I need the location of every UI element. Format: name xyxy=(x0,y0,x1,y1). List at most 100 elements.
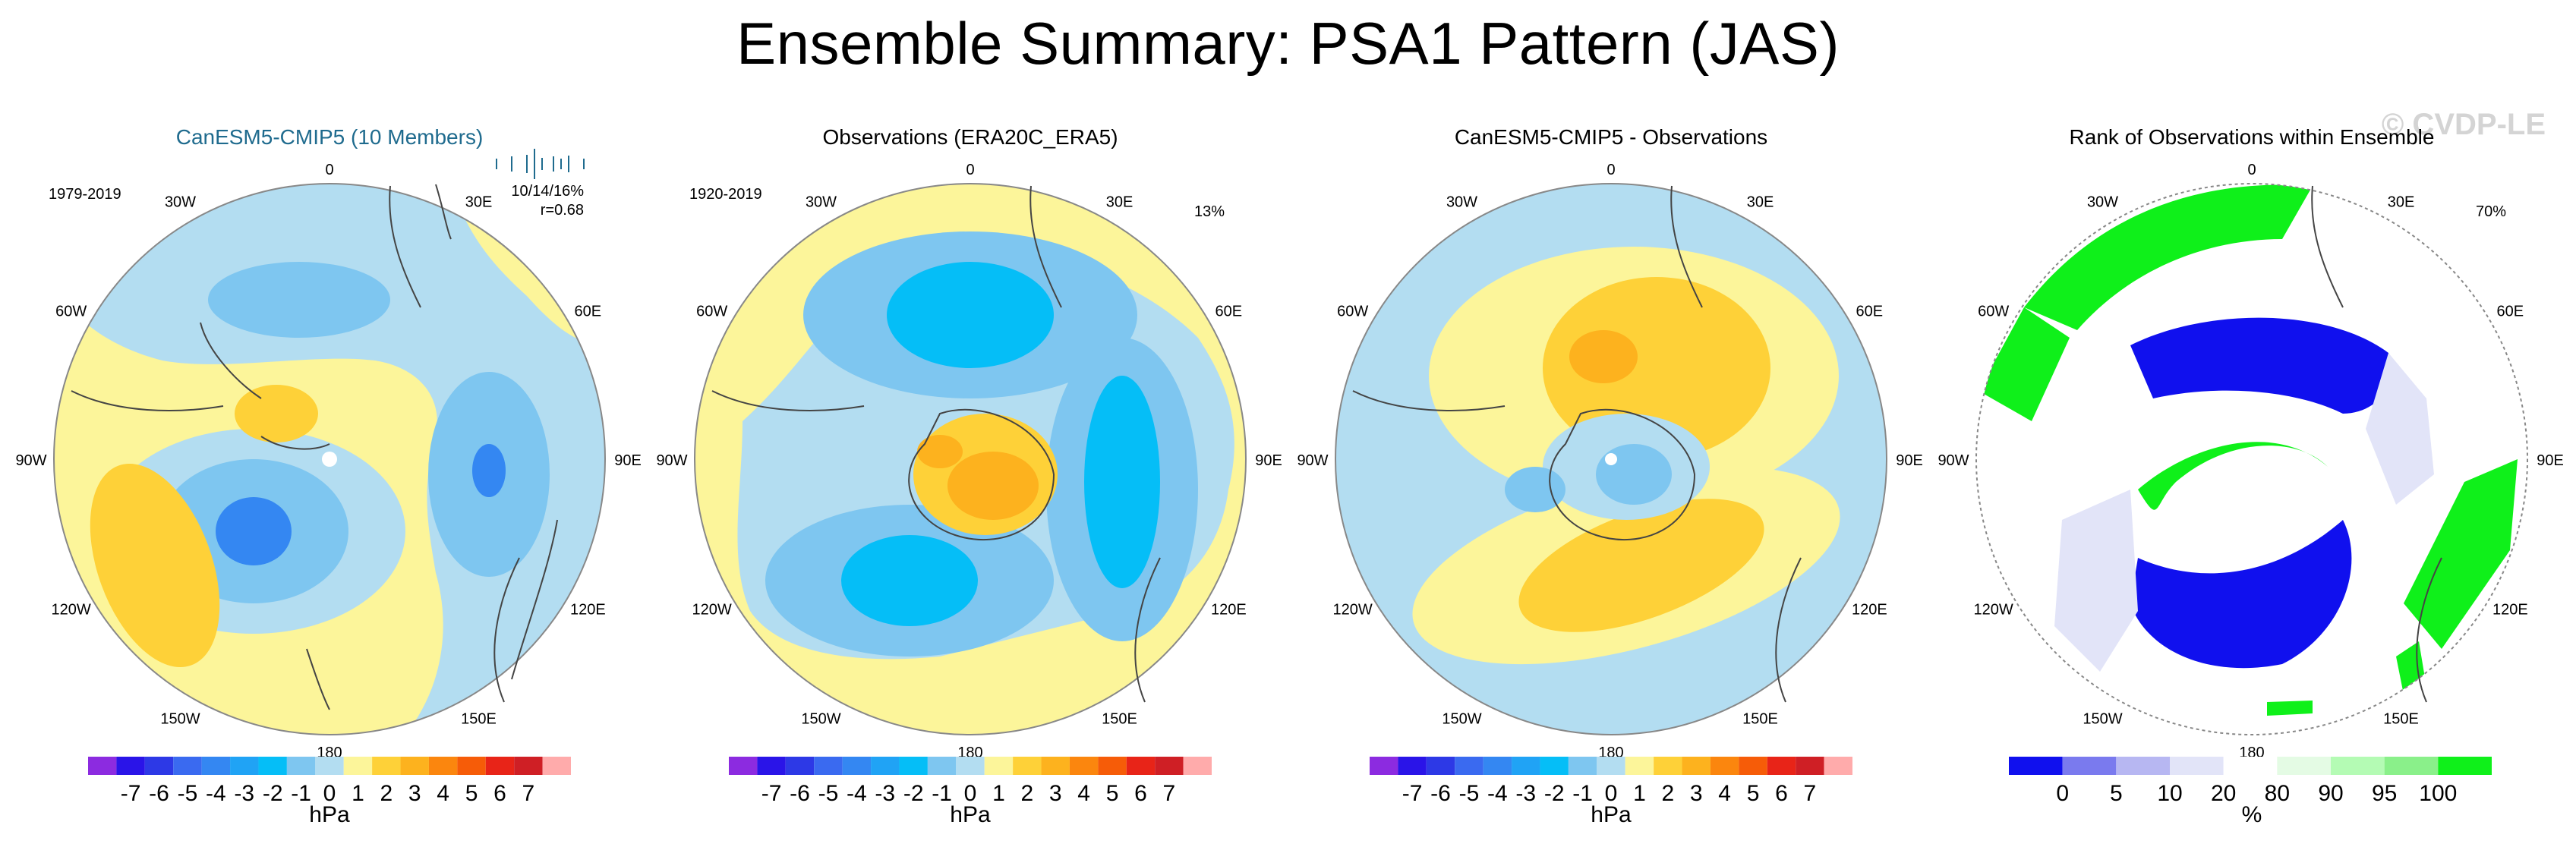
colorbar-swatch xyxy=(542,757,571,775)
correlation-label: r=0.68 xyxy=(541,202,584,219)
longitude-label: 60E xyxy=(1215,304,1243,320)
longitude-label: 150W xyxy=(160,710,200,727)
colorbar-hpa xyxy=(88,757,571,775)
colorbar-tick: 80 xyxy=(2265,781,2290,806)
colorbar-swatch xyxy=(2438,757,2492,775)
colorbar-tick: 2 xyxy=(1661,781,1674,806)
colorbar-tick: 0 xyxy=(1605,781,1618,806)
colorbar-swatch xyxy=(814,757,843,775)
colorbar-swatch xyxy=(2384,757,2439,775)
colorbar-tick: 0 xyxy=(964,781,977,806)
colorbar-swatch xyxy=(1512,757,1540,775)
colorbar-tick: 1 xyxy=(352,781,364,806)
longitude-label: 120W xyxy=(52,602,91,619)
longitude-label: 60W xyxy=(1978,304,2009,320)
panel-rank xyxy=(1975,183,2528,735)
colorbar-swatch xyxy=(899,757,928,775)
longitude-label: 0 xyxy=(2247,162,2256,178)
figure-title: Ensemble Summary: PSA1 Pattern (JAS) xyxy=(736,10,1840,77)
colorbar-swatch xyxy=(457,757,486,775)
longitude-label: 30W xyxy=(165,194,196,211)
colorbar-unit: % xyxy=(2242,802,2262,827)
colorbar-swatch xyxy=(1183,757,1212,775)
colorbar-tick: -7 xyxy=(761,781,782,806)
member-rug xyxy=(496,149,585,179)
colorbar-tick: -4 xyxy=(206,781,226,806)
colorbar-swatch xyxy=(88,757,117,775)
colorbar-tick: 3 xyxy=(408,781,421,806)
colorbar-tick: 2 xyxy=(1020,781,1033,806)
colorbar-tick: 4 xyxy=(437,781,449,806)
colorbar-swatch xyxy=(201,757,231,775)
colorbar-tick: -6 xyxy=(1430,781,1451,806)
panel-title: Observations (ERA20C_ERA5) xyxy=(822,125,1118,149)
longitude-label: 90E xyxy=(1255,452,1282,469)
colorbar-tick: 3 xyxy=(1049,781,1062,806)
colorbar-swatch xyxy=(1824,757,1852,775)
colorbar-tick: -4 xyxy=(1487,781,1508,806)
longitude-label: 150E xyxy=(2383,710,2419,727)
colorbar-tick: -1 xyxy=(1572,781,1593,806)
colorbar-swatch xyxy=(842,757,872,775)
longitude-label: 90E xyxy=(2537,452,2564,469)
colorbar-tick: 10 xyxy=(2157,781,2182,806)
longitude-label: 30E xyxy=(1106,194,1134,211)
colorbar-swatch xyxy=(1625,757,1654,775)
longitude-label: 150E xyxy=(461,710,497,727)
longitude-label: 90W xyxy=(15,452,46,469)
longitude-label: 120E xyxy=(1211,602,1247,619)
longitude-label: 90W xyxy=(1938,452,1969,469)
colorbar-tick: 7 xyxy=(522,781,535,806)
colorbar-swatch xyxy=(1041,757,1070,775)
corner-stats: 13% xyxy=(1194,203,1225,220)
longitude-label: 150E xyxy=(1742,710,1778,727)
colorbar-rank xyxy=(2009,757,2492,775)
colorbar-swatch xyxy=(2331,757,2385,775)
longitude-label: 60W xyxy=(696,304,727,320)
colorbar-unit: hPa xyxy=(950,802,991,827)
panel-title: Rank of Observations within Ensemble xyxy=(2070,125,2435,149)
colorbar-swatch xyxy=(1767,757,1796,775)
colorbar-swatch xyxy=(1155,757,1184,775)
colorbar-tick: 5 xyxy=(1747,781,1760,806)
land-outlines xyxy=(71,184,558,710)
longitude-label: 90W xyxy=(656,452,687,469)
colorbar-swatch xyxy=(485,757,515,775)
colorbar-tick: -3 xyxy=(1515,781,1536,806)
panel-title: CanESM5-CMIP5 (10 Members) xyxy=(176,125,484,149)
colorbar-swatch xyxy=(1426,757,1455,775)
colorbar-tick: 0 xyxy=(323,781,336,806)
longitude-label: 0 xyxy=(1606,162,1615,178)
colorbar-swatch xyxy=(785,757,815,775)
longitude-label: 60E xyxy=(1856,304,1884,320)
longitude-label: 150W xyxy=(1442,710,1481,727)
colorbar-unit: hPa xyxy=(1591,802,1632,827)
colorbar-tick: 6 xyxy=(1134,781,1147,806)
longitude-label: 30W xyxy=(2087,194,2118,211)
longitude-label: 150W xyxy=(801,710,840,727)
colorbar-tick: -6 xyxy=(790,781,810,806)
colorbar-swatch xyxy=(2116,757,2170,775)
colorbar-swatch xyxy=(343,757,373,775)
colorbar-swatch xyxy=(1370,757,1398,775)
colorbar-swatch xyxy=(1568,757,1597,775)
colorbar-tick: -5 xyxy=(818,781,839,806)
colorbar-tick: -2 xyxy=(903,781,924,806)
colorbar-swatch xyxy=(315,757,344,775)
colorbar-tick: 2 xyxy=(380,781,393,806)
longitude-label: 60W xyxy=(55,304,87,320)
colorbar-swatch xyxy=(871,757,900,775)
colorbar-swatch xyxy=(173,757,202,775)
colorbar-swatch xyxy=(1597,757,1625,775)
colorbar-swatch xyxy=(1710,757,1739,775)
longitude-label: 90E xyxy=(1896,452,1923,469)
longitude-label: 0 xyxy=(325,162,333,178)
colorbar-swatch xyxy=(1796,757,1824,775)
colorbar-tick: 1 xyxy=(992,781,1005,806)
longitude-label: 30E xyxy=(465,194,493,211)
colorbar-hpa xyxy=(1370,757,1852,775)
colorbar-tick: -3 xyxy=(875,781,895,806)
colorbar-swatch xyxy=(1013,757,1042,775)
